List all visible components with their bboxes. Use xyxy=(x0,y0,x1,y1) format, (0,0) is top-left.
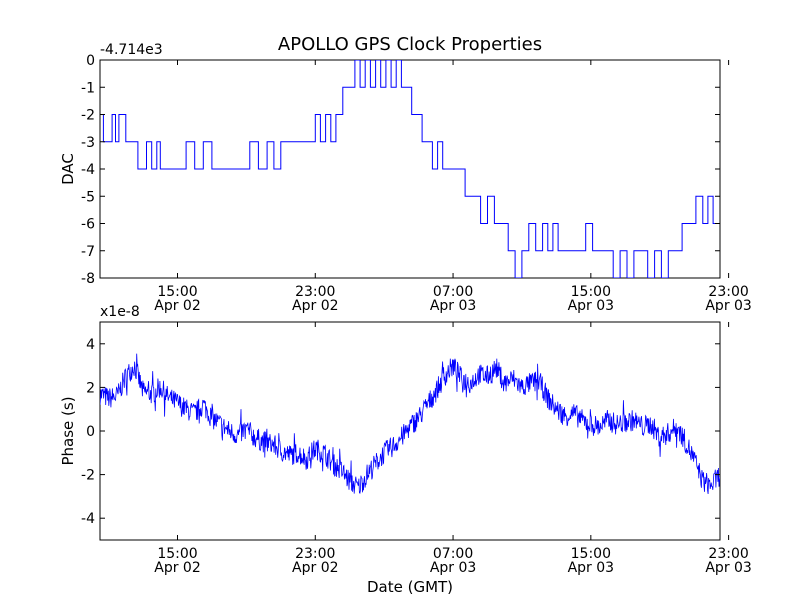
phase-xtick-date: Apr 02 xyxy=(154,560,200,576)
phase-ytick-label: 4 xyxy=(86,337,95,353)
phase-plot-frame xyxy=(99,321,721,541)
phase-y-axis-label: Phase (s) xyxy=(59,396,77,465)
dac-ytick-label: -4 xyxy=(81,162,95,178)
dac-xtick-time: 23:00 xyxy=(708,284,748,300)
phase-ytick-label: -4 xyxy=(81,511,95,527)
phase-xtick-time: 15:00 xyxy=(571,546,611,562)
dac-xtick-date: Apr 02 xyxy=(154,298,200,314)
dac-plot-frame xyxy=(99,59,721,279)
phase-xtick-date: Apr 03 xyxy=(705,560,751,576)
x-axis-label: Date (GMT) xyxy=(367,578,453,596)
dac-series-group xyxy=(100,60,720,278)
dac-xtick-date: Apr 03 xyxy=(430,298,476,314)
dac-xtick-time: 07:00 xyxy=(433,284,473,300)
phase-xtick-date: Apr 03 xyxy=(568,560,614,576)
phase-xtick-time: 07:00 xyxy=(433,546,473,562)
dac-ytick-label: 0 xyxy=(86,53,95,69)
dac-ytick-label: -1 xyxy=(81,80,95,96)
dac-xtick-time: 15:00 xyxy=(157,284,197,300)
dac-xtick-date: Apr 03 xyxy=(705,298,751,314)
dac-y-ticks: 0 -1 -2 -3 -4 -5 -6 -7 -8 xyxy=(81,53,720,287)
phase-xtick-time: 23:00 xyxy=(295,546,335,562)
phase-series-line xyxy=(100,353,720,495)
dac-ytick-label: -7 xyxy=(81,244,95,260)
dac-ytick-label: -6 xyxy=(81,217,95,233)
dac-xtick-date: Apr 02 xyxy=(292,298,338,314)
phase-ytick-label: -2 xyxy=(81,468,95,484)
chart-title: APOLLO GPS Clock Properties xyxy=(278,34,542,55)
dac-ytick-label: -5 xyxy=(81,189,95,205)
dac-ytick-label: -8 xyxy=(81,271,95,287)
phase-ytick-label: 2 xyxy=(86,380,95,396)
dac-xtick-time: 15:00 xyxy=(571,284,611,300)
dac-ytick-label: -2 xyxy=(81,108,95,124)
phase-offset-text: x1e-8 xyxy=(100,304,140,320)
dac-xtick-time: 23:00 xyxy=(295,284,335,300)
dac-xtick-date: Apr 03 xyxy=(568,298,614,314)
phase-xtick-date: Apr 03 xyxy=(430,560,476,576)
dac-ytick-label: -3 xyxy=(81,135,95,151)
phase-series-group xyxy=(100,353,720,495)
phase-xtick-date: Apr 02 xyxy=(292,560,338,576)
dac-offset-text: -4.714e3 xyxy=(100,42,163,58)
phase-xtick-time: 15:00 xyxy=(157,546,197,562)
phase-y-ticks: 4 2 0 -2 -4 xyxy=(81,337,720,527)
dac-series-line xyxy=(100,60,720,278)
dac-y-axis-label: DAC xyxy=(59,153,77,185)
phase-xtick-time: 23:00 xyxy=(708,546,748,562)
phase-ytick-label: 0 xyxy=(86,424,95,440)
